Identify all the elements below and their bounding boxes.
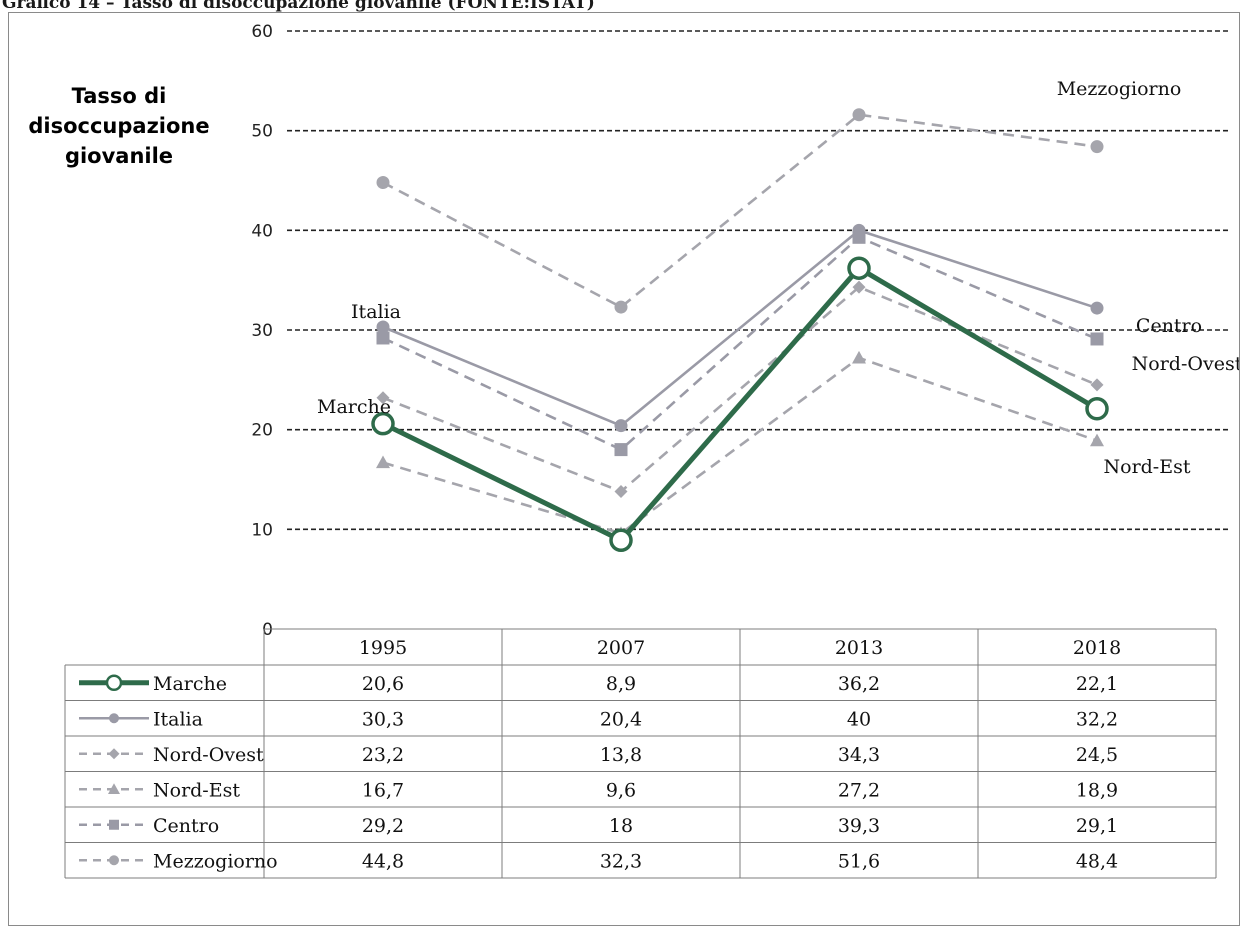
table-cell-marche-2018: 22,1	[1076, 673, 1118, 695]
page-title: Grafico 14 – Tasso di disoccupazione gio…	[2, 0, 595, 13]
y-tick-40: 40	[251, 221, 273, 241]
point-nord-est-2018	[1090, 433, 1104, 447]
point-marche-2007	[609, 528, 633, 553]
legend-key-marker-italia	[109, 713, 119, 724]
table-cell-centro-1995: 29,2	[362, 815, 404, 837]
legend-entry-nord-est: Nord-Est	[153, 779, 240, 801]
point-mezzogiorno-1995	[376, 175, 390, 189]
y-tick-50: 50	[251, 122, 273, 142]
point-mezzogiorno-2013	[852, 108, 866, 122]
point-italia-1995	[376, 320, 390, 334]
y-tick-20: 20	[251, 421, 273, 441]
legend-key-marker-nord-est	[108, 783, 120, 795]
table-cell-marche-2007: 8,9	[606, 673, 636, 695]
series-line-centro	[382, 236, 1098, 451]
point-italia-2018	[1090, 301, 1104, 315]
legend-key-marker-centro	[109, 819, 119, 830]
data-table: 1995 2007 2013 2018 Marche 20,6 8,9 36,2 22,1 Ita…	[64, 628, 1217, 879]
table-cell-nord-ovest-1995: 23,2	[362, 744, 404, 766]
table-cell-nord-ovest-2007: 13,8	[600, 744, 642, 766]
point-marche-1995	[371, 411, 395, 436]
legend-entry-marche: Marche	[153, 673, 227, 695]
gridlines	[287, 30, 1231, 531]
table-header-2018: 2018	[1073, 637, 1121, 659]
y-tick-0: 0	[262, 620, 273, 640]
annotation-nord-ovest: Nord-Ovest	[1132, 353, 1239, 375]
point-nord-ovest-1995	[376, 391, 390, 405]
table-cell-marche-1995: 20,6	[362, 673, 404, 695]
series-markers	[371, 108, 1109, 553]
table-cell-nord-est-2013: 27,2	[838, 779, 880, 801]
series-line-nord-est	[382, 356, 1098, 535]
table-header-2013: 2013	[835, 637, 883, 659]
series-lines	[381, 113, 1099, 543]
legend-key-marker-mezzogiorno	[109, 855, 119, 866]
table-cell-mezzogiorno-2007: 32,3	[600, 850, 642, 872]
point-centro-2013	[852, 230, 866, 244]
legend-entry-italia: Italia	[153, 708, 203, 730]
legend-entry-centro: Centro	[153, 815, 219, 837]
point-centro-2018	[1090, 332, 1104, 346]
point-marche-2013	[847, 256, 871, 280]
point-mezzogiorno-2007	[614, 300, 628, 314]
table-cell-centro-2018: 29,1	[1076, 815, 1118, 837]
table-cell-mezzogiorno-1995: 44,8	[362, 850, 404, 872]
series-line-marche	[381, 265, 1099, 543]
y-axis-label: Tasso di disoccupazione giovanile	[28, 84, 209, 168]
table-cell-italia-2013: 40	[847, 708, 871, 730]
annotation-mezzogiorno: Mezzogiorno	[1057, 78, 1182, 100]
point-marche-2018	[1085, 396, 1109, 421]
point-centro-2007	[614, 443, 628, 457]
y-tick-60: 60	[251, 22, 273, 42]
y-axis-label-line: disoccupazione	[28, 114, 209, 138]
legend-key-marker-marche	[105, 674, 123, 691]
annotation-marche: Marche	[317, 396, 391, 418]
table-cell-nord-est-2018: 18,9	[1076, 779, 1118, 801]
line-chart: 0 10 20 30 40 50 60 Tasso di disoccupazione giov…	[28, 22, 1239, 879]
y-tick-10: 10	[251, 520, 273, 540]
series-annotations: Italia Marche Mezzogiorno Centro Nord-Ovest N…	[317, 78, 1239, 478]
y-axis-label-line: Tasso di	[72, 84, 167, 108]
y-tick-labels: 0 10 20 30 40 50 60	[251, 22, 273, 640]
series-line-nord-ovest	[382, 285, 1098, 493]
y-axis-label-line: giovanile	[65, 144, 173, 168]
table-cell-nord-est-2007: 9,6	[606, 779, 636, 801]
table-cell-centro-2007: 18	[609, 815, 633, 837]
y-tick-30: 30	[251, 321, 273, 341]
table-cell-nord-ovest-2018: 24,5	[1076, 744, 1118, 766]
table-header-2007: 2007	[597, 637, 645, 659]
table-cell-italia-2007: 20,4	[600, 708, 642, 730]
point-nord-ovest-2013	[852, 280, 866, 294]
point-mezzogiorno-2018	[1090, 140, 1104, 154]
annotation-nord-est: Nord-Est	[1104, 456, 1191, 478]
table-cell-italia-2018: 32,2	[1076, 708, 1118, 730]
chart-frame: 0 10 20 30 40 50 60 Tasso di disoccupazione giov…	[8, 12, 1240, 926]
annotation-italia: Italia	[351, 301, 401, 323]
point-italia-2007	[614, 419, 628, 433]
table-cell-centro-2013: 39,3	[838, 815, 880, 837]
point-nord-ovest-2018	[1090, 378, 1104, 392]
series-line-italia	[382, 229, 1098, 427]
legend-entry-nord-ovest: Nord-Ovest	[153, 744, 264, 766]
table-cell-mezzogiorno-2013: 51,6	[838, 850, 880, 872]
legend-key-marker-nord-ovest	[108, 748, 120, 760]
table-cell-marche-2013: 36,2	[838, 673, 880, 695]
series-line-mezzogiorno	[382, 113, 1098, 309]
table-cell-nord-est-1995: 16,7	[362, 779, 404, 801]
point-nord-est-1995	[376, 455, 390, 469]
point-nord-ovest-2007	[614, 484, 628, 498]
table-cell-mezzogiorno-2018: 48,4	[1076, 850, 1118, 872]
table-cell-nord-ovest-2013: 34,3	[838, 744, 880, 766]
legend-entry-mezzogiorno: Mezzogiorno	[153, 850, 278, 872]
table-header-1995: 1995	[359, 637, 407, 659]
table-cell-italia-1995: 30,3	[362, 708, 404, 730]
point-nord-est-2013	[852, 350, 866, 364]
annotation-centro: Centro	[1136, 315, 1202, 337]
point-centro-1995	[376, 331, 390, 345]
